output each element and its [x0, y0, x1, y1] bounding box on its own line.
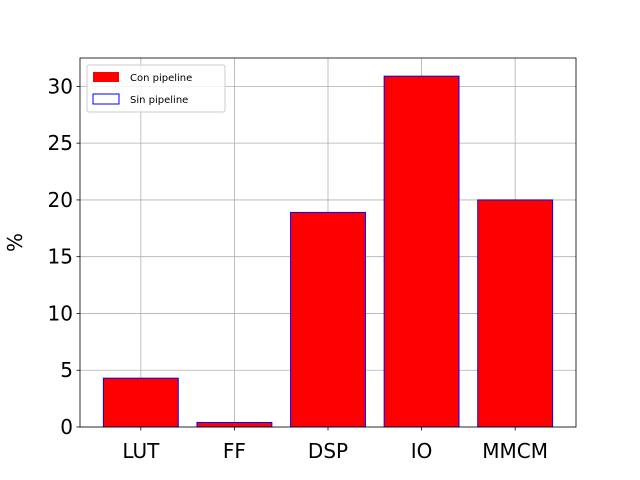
- y-tick-label: 30: [48, 74, 73, 98]
- legend-swatch-sin-pipeline: [92, 93, 120, 105]
- legend-label-con-pipeline: Con pipeline: [130, 73, 192, 84]
- bar-con-pipeline: [103, 378, 179, 427]
- x-tick-label: LUT: [122, 439, 160, 463]
- bar-con-pipeline: [384, 76, 460, 428]
- legend-box: [86, 64, 226, 113]
- y-tick-label: 15: [48, 245, 73, 269]
- x-tick-label: FF: [223, 439, 246, 463]
- legend: Con pipeline Sin pipeline: [86, 64, 226, 113]
- x-tick-label: MMCM: [482, 439, 548, 463]
- x-axis-ticks: LUT FF DSP IO MMCM: [122, 427, 548, 463]
- bar-con-pipeline: [290, 212, 366, 427]
- y-tick-label: 5: [60, 358, 73, 382]
- y-tick-label: 10: [48, 301, 73, 325]
- x-tick-label: IO: [411, 439, 433, 463]
- y-tick-label: 20: [48, 188, 73, 212]
- y-tick-label: 0: [60, 415, 73, 439]
- x-tick-label: DSP: [308, 439, 348, 463]
- y-axis-ticks: 0 5 10 15 20 25 30: [48, 74, 80, 439]
- bars: [102, 75, 554, 428]
- y-axis-label: %: [3, 233, 27, 252]
- legend-label-sin-pipeline: Sin pipeline: [130, 95, 188, 106]
- y-tick-label: 25: [48, 131, 73, 155]
- legend-swatch-con-pipeline: [93, 72, 119, 82]
- bar-con-pipeline: [196, 422, 272, 427]
- bar-con-pipeline: [477, 199, 553, 427]
